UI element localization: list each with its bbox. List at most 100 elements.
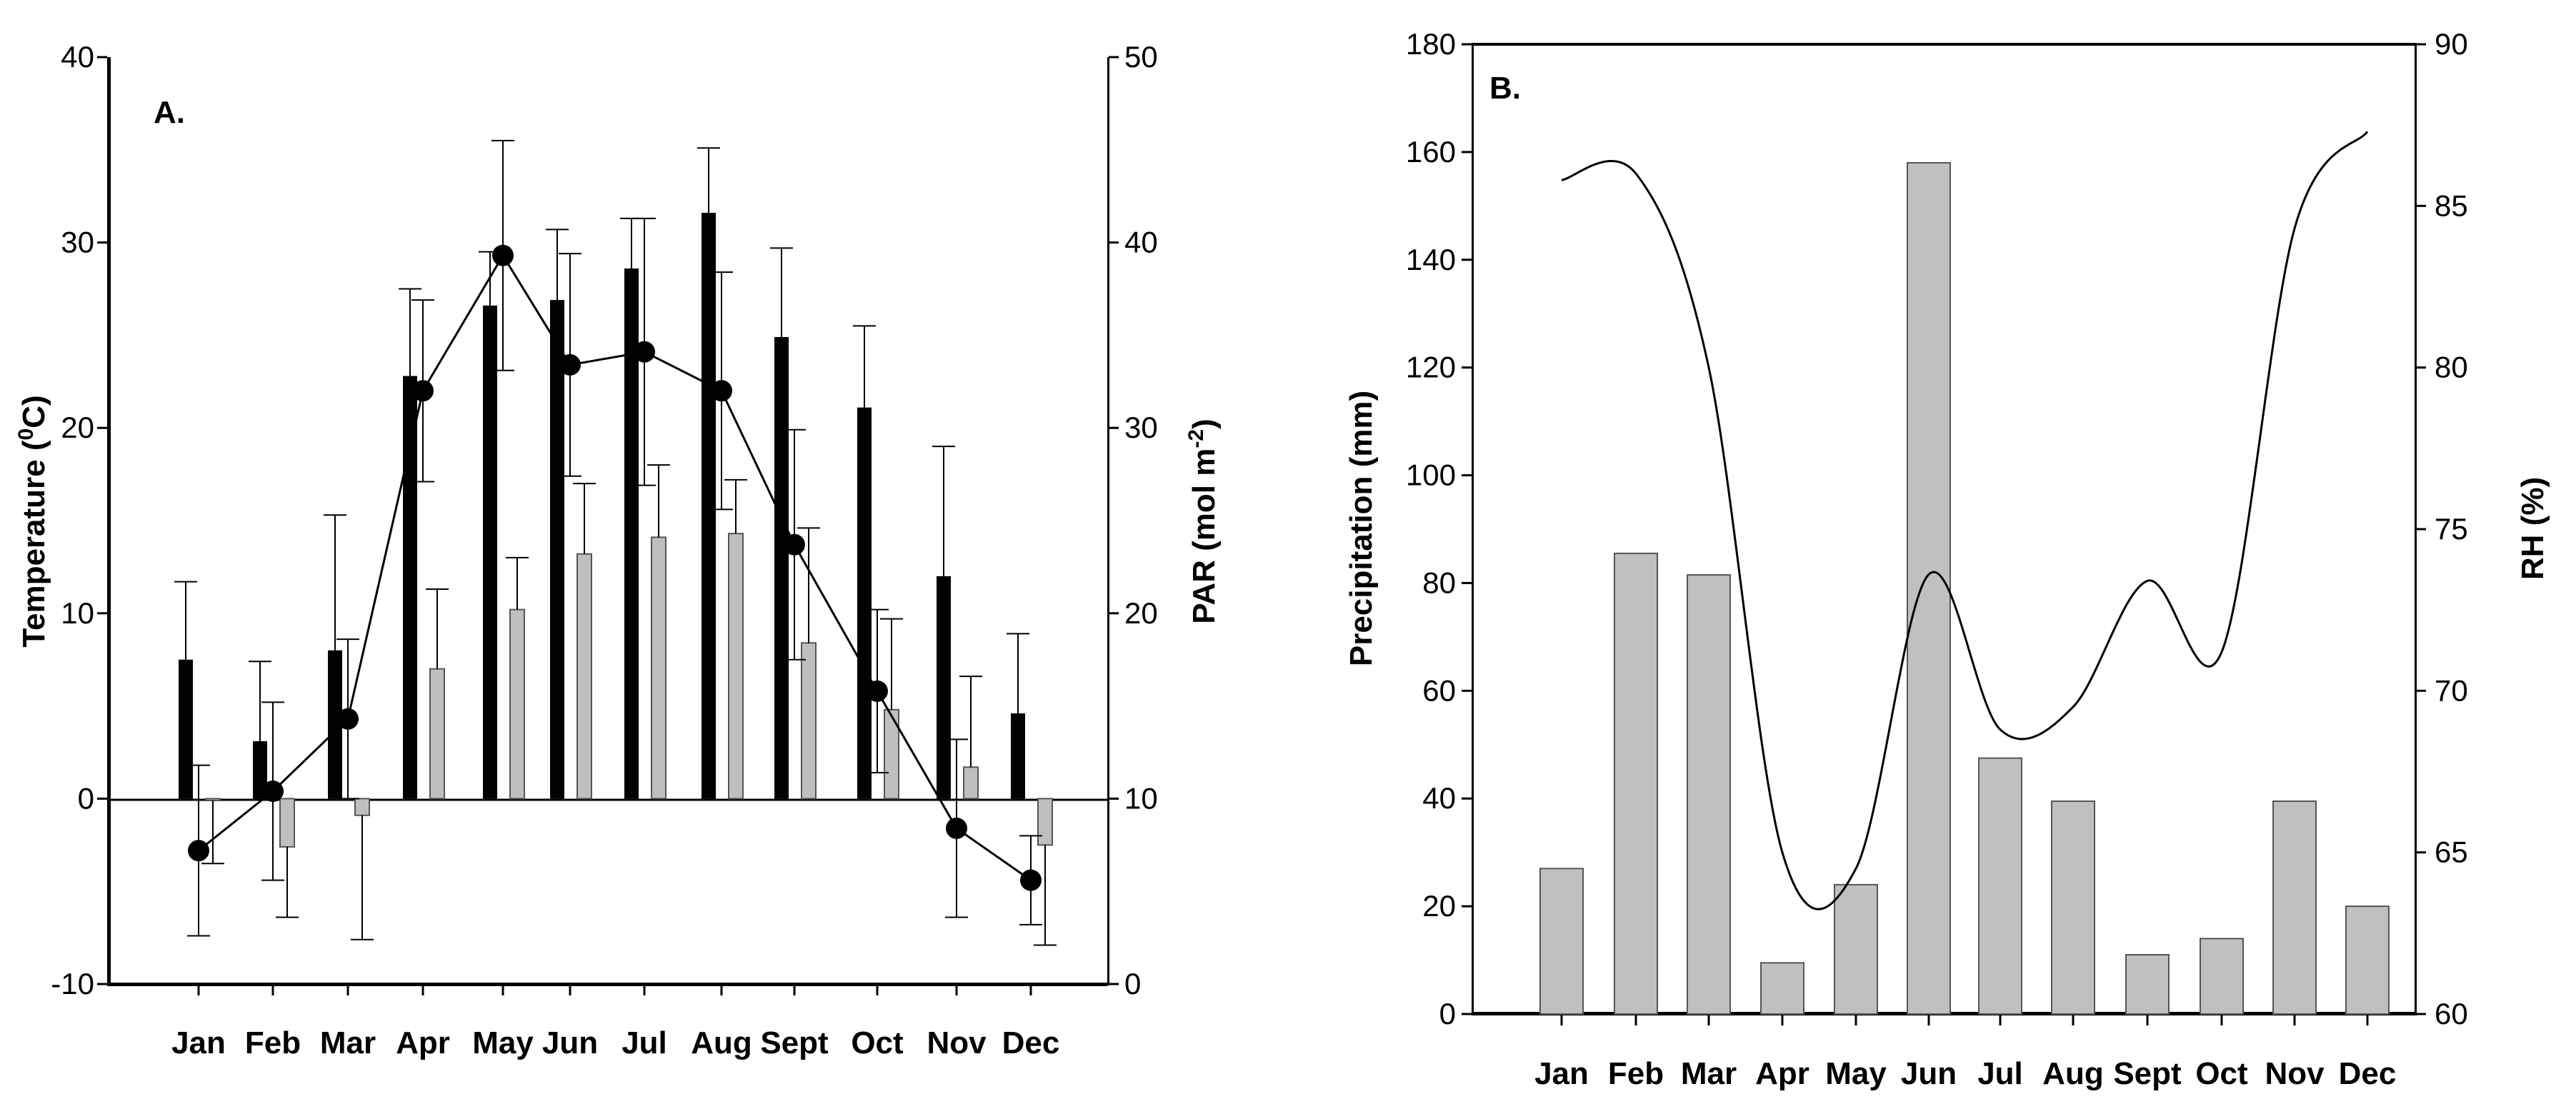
left-tick-label: 80 xyxy=(1422,566,1456,599)
min-temp-bar xyxy=(205,798,221,801)
panel-a-left-axis-title: Temperature (0C) xyxy=(14,395,51,647)
max-temp-bar xyxy=(179,659,193,799)
min-temp-bar xyxy=(576,553,592,800)
right-tick-label: 70 xyxy=(2435,673,2468,707)
par-point xyxy=(634,341,655,363)
left-tick-label: 0 xyxy=(1439,997,1456,1030)
panel-b-month-labels: Jan Feb Mar Apr May Jun Jul Aug Sept Oct Nov Dec xyxy=(1534,1014,2396,1091)
par-point xyxy=(711,380,732,402)
left-tick-label: 140 xyxy=(1406,243,1456,276)
panel-a-bars xyxy=(174,147,1057,946)
min-temp-bar xyxy=(728,533,744,800)
precipitation-bar xyxy=(2125,954,2170,1015)
panel-b-right-axis-title: RH (%) xyxy=(2515,477,2550,580)
precipitation-bar xyxy=(1687,574,1731,1015)
right-tick-label: 65 xyxy=(2435,835,2468,869)
min-temp-bar xyxy=(1037,798,1053,846)
left-tick-label: -10 xyxy=(51,967,94,1000)
max-temp-bar xyxy=(702,213,716,799)
month-label: Dec xyxy=(2339,1056,2397,1091)
panel-a-par-line xyxy=(187,139,1042,937)
panel-a-right-axis-title: PAR (mol m-2) xyxy=(1184,418,1222,623)
left-tick-label: 10 xyxy=(61,596,94,630)
month-label: Oct xyxy=(851,1025,904,1060)
par-point xyxy=(946,817,967,839)
month-label: Jan xyxy=(171,1025,226,1060)
precipitation-bar xyxy=(1978,757,2022,1015)
max-temp-bar xyxy=(328,650,342,799)
panel-b-top-border xyxy=(1472,43,2417,46)
min-temp-bar xyxy=(801,642,817,800)
panel-a-left-ticks: -10 0 10 20 30 40 xyxy=(51,40,107,1000)
panel-b-left-axis-title: Precipitation (mm) xyxy=(1344,391,1379,666)
min-temp-bar xyxy=(963,766,979,800)
par-point xyxy=(784,533,805,556)
right-tick-label: 50 xyxy=(1124,40,1158,74)
panel-b-bars xyxy=(1539,161,2390,1015)
par-point xyxy=(412,380,434,402)
max-temp-bar xyxy=(403,376,417,799)
left-tick-label: 20 xyxy=(1422,889,1456,923)
right-tick-label: 60 xyxy=(2435,997,2468,1030)
left-tick-label: 40 xyxy=(61,40,94,74)
max-temp-bar xyxy=(1011,713,1025,799)
left-tick-label: 100 xyxy=(1406,458,1456,492)
month-label: Aug xyxy=(2042,1056,2104,1091)
precipitation-bar xyxy=(1907,161,1951,1015)
max-temp-bar xyxy=(857,407,872,799)
month-label: Dec xyxy=(1002,1025,1060,1060)
par-point xyxy=(492,244,514,266)
precipitation-bar xyxy=(2272,800,2317,1015)
panel-a-right-axis xyxy=(1107,57,1109,985)
month-label: Jul xyxy=(1977,1056,2023,1091)
month-label: May xyxy=(472,1025,534,1060)
precipitation-bar xyxy=(2200,938,2244,1015)
left-tick-label: 180 xyxy=(1406,27,1456,61)
panel-b-right-axis xyxy=(2415,44,2417,1014)
panel-b-left-axis xyxy=(1472,44,1474,1014)
month-label: Nov xyxy=(927,1025,987,1060)
panel-b-label: B. xyxy=(1489,71,1521,106)
max-temp-bar xyxy=(550,300,564,799)
max-temp-bar xyxy=(937,576,951,799)
min-temp-bar xyxy=(509,608,525,800)
precipitation-bar xyxy=(1834,883,1878,1015)
right-tick-label: 30 xyxy=(1124,411,1158,444)
month-label: Feb xyxy=(1608,1056,1664,1091)
max-temp-bar xyxy=(483,305,497,799)
month-label: Oct xyxy=(2195,1056,2248,1091)
max-temp-bar xyxy=(774,336,789,799)
right-tick-label: 75 xyxy=(2435,512,2468,546)
max-temp-bar xyxy=(253,741,267,799)
month-label: Sept xyxy=(760,1025,829,1060)
par-point xyxy=(188,840,209,862)
left-tick-label: 160 xyxy=(1406,135,1456,169)
par-point xyxy=(337,708,359,730)
max-temp-bar xyxy=(624,268,639,799)
par-point xyxy=(1020,869,1042,891)
panel-a-baseline xyxy=(107,983,1107,986)
panel-b-left-ticks: 0 20 40 60 80 100 120 140 160 180 xyxy=(1406,27,1472,1030)
month-label: Jul xyxy=(621,1025,667,1060)
min-temp-bar xyxy=(354,798,370,816)
month-label: Apr xyxy=(1755,1056,1809,1091)
min-temp-bar xyxy=(279,798,295,848)
panel-a-chart: A. Temperature (0C) PAR (mol m-2) -10 0 10… xyxy=(14,40,1222,1060)
par-point xyxy=(559,353,581,376)
panel-b-chart: B. Precipitation (mm) RH (%) 0 20 40 60 80 10… xyxy=(1344,27,2550,1091)
left-tick-label: 60 xyxy=(1422,673,1456,707)
panel-b-right-ticks: 60 65 70 75 80 85 90 xyxy=(2416,27,2468,1030)
month-label: Jun xyxy=(542,1025,598,1060)
left-tick-label: 40 xyxy=(1422,781,1456,815)
month-label: Feb xyxy=(245,1025,301,1060)
right-tick-label: 10 xyxy=(1124,781,1158,815)
month-label: Mar xyxy=(320,1025,376,1060)
panel-a-right-ticks: 0 10 20 30 40 50 xyxy=(1109,40,1158,1000)
precipitation-bar xyxy=(2345,905,2390,1015)
right-tick-label: 20 xyxy=(1124,596,1158,630)
month-label: Jan xyxy=(1534,1056,1589,1091)
left-tick-label: 20 xyxy=(61,411,94,444)
right-tick-label: 40 xyxy=(1124,226,1158,259)
right-tick-label: 0 xyxy=(1124,967,1141,1000)
left-tick-label: 0 xyxy=(78,781,94,815)
